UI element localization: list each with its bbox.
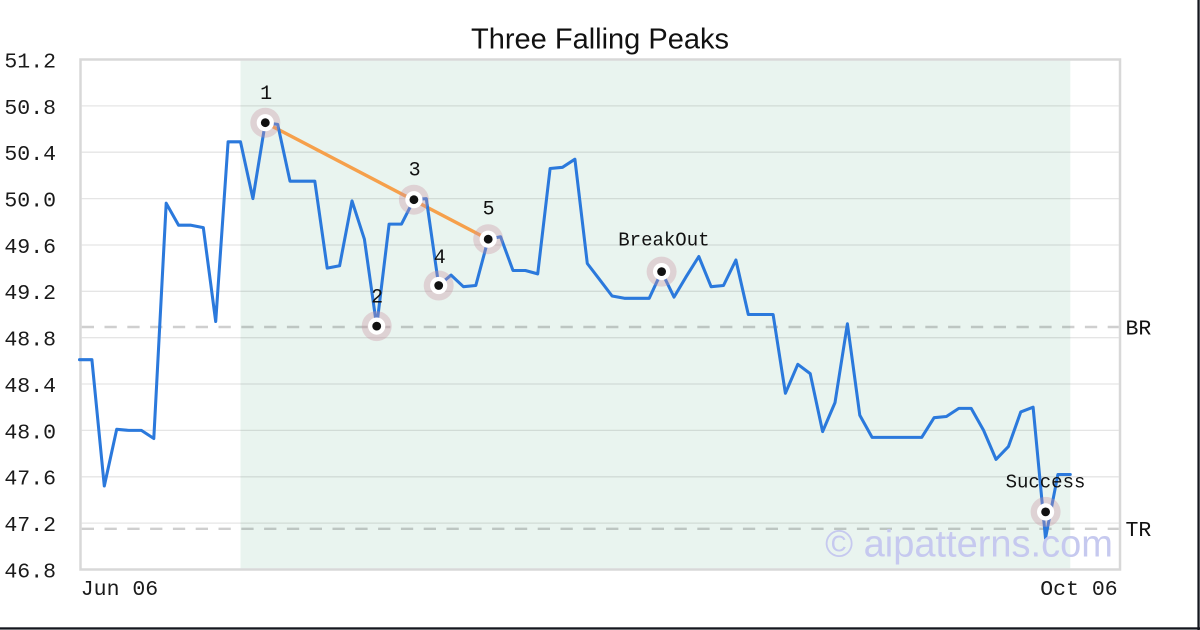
svg-text:50.8: 50.8 [4,97,56,121]
svg-text:50.0: 50.0 [4,190,56,214]
svg-text:49.2: 49.2 [4,282,56,306]
svg-text:48.8: 48.8 [4,329,56,353]
svg-text:50.4: 50.4 [4,143,56,167]
svg-text:47.6: 47.6 [4,468,56,492]
svg-text:51.2: 51.2 [4,50,56,74]
svg-text:Jun 06: Jun 06 [81,578,158,602]
svg-text:47.2: 47.2 [4,514,56,538]
svg-text:49.6: 49.6 [4,236,56,260]
svg-text:Oct 06: Oct 06 [1040,578,1117,602]
svg-text:48.0: 48.0 [4,421,56,445]
svg-text:4: 4 [434,247,446,270]
svg-text:Success: Success [1006,471,1086,493]
svg-text:3: 3 [409,159,421,182]
svg-text:BreakOut: BreakOut [618,229,709,251]
svg-text:2: 2 [371,286,383,309]
svg-text:5: 5 [483,198,495,221]
svg-text:© aipatterns.com: © aipatterns.com [825,524,1113,566]
svg-text:BR: BR [1126,317,1152,341]
svg-text:TR: TR [1126,519,1152,543]
svg-text:1: 1 [260,83,272,106]
svg-text:Three Falling Peaks: Three Falling Peaks [471,24,729,56]
svg-text:46.8: 46.8 [4,560,56,584]
svg-text:48.4: 48.4 [4,375,56,399]
